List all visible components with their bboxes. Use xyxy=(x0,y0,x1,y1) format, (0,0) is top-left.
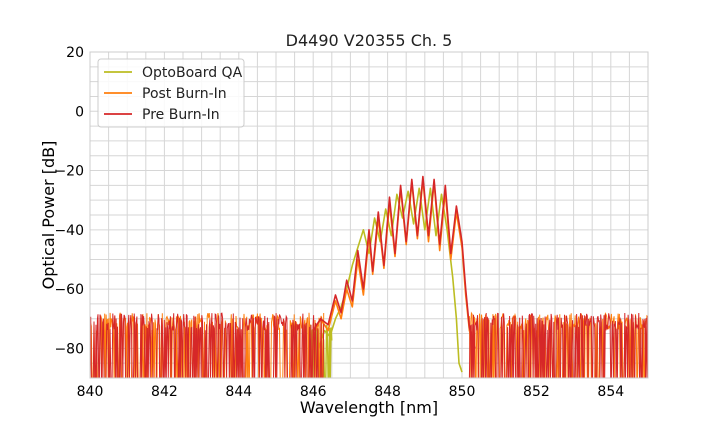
x-tick-label: 854 xyxy=(597,384,624,400)
x-tick-label: 840 xyxy=(77,384,104,400)
tick-labels: 840 842 844 846 848 850 852 854 20 0 −20 −40 −60 −80 xyxy=(54,45,624,400)
series-line xyxy=(308,187,463,373)
series-optoboard-qa xyxy=(308,187,463,378)
plot-frame xyxy=(89,51,649,379)
noise-floor-right xyxy=(468,312,648,378)
y-tick-label: −80 xyxy=(54,341,84,357)
x-tick-label: 842 xyxy=(151,384,178,400)
noise-floor-right xyxy=(468,311,648,378)
legend-label: OptoBoard QA xyxy=(142,65,243,81)
legend-label: Pre Burn-In xyxy=(142,107,220,123)
series-pre-burn-in xyxy=(90,175,648,378)
y-tick-label: 0 xyxy=(75,104,84,120)
x-tick-label: 850 xyxy=(449,384,476,400)
x-axis-label: Wavelength [nm] xyxy=(300,398,438,417)
chart-title: D4490 V20355 Ch. 5 xyxy=(286,31,453,50)
noise-floor-left xyxy=(90,312,325,378)
y-axis-label: Optical Power [dB] xyxy=(39,141,58,290)
y-tick-label: 20 xyxy=(66,45,84,61)
legend: OptoBoard QA Post Burn-In Pre Burn-In xyxy=(97,58,245,128)
x-tick-label: 844 xyxy=(225,384,252,400)
x-tick-label: 848 xyxy=(374,384,401,400)
legend-box xyxy=(97,58,245,128)
y-tick-label: −20 xyxy=(54,164,84,180)
y-tick-label: −40 xyxy=(54,223,84,239)
series-line xyxy=(312,175,476,349)
x-tick-label: 852 xyxy=(523,384,550,400)
series-layer xyxy=(90,175,648,378)
legend-label: Post Burn-In xyxy=(142,86,227,102)
x-tick-label: 846 xyxy=(300,384,327,400)
y-tick-label: −60 xyxy=(54,282,84,298)
